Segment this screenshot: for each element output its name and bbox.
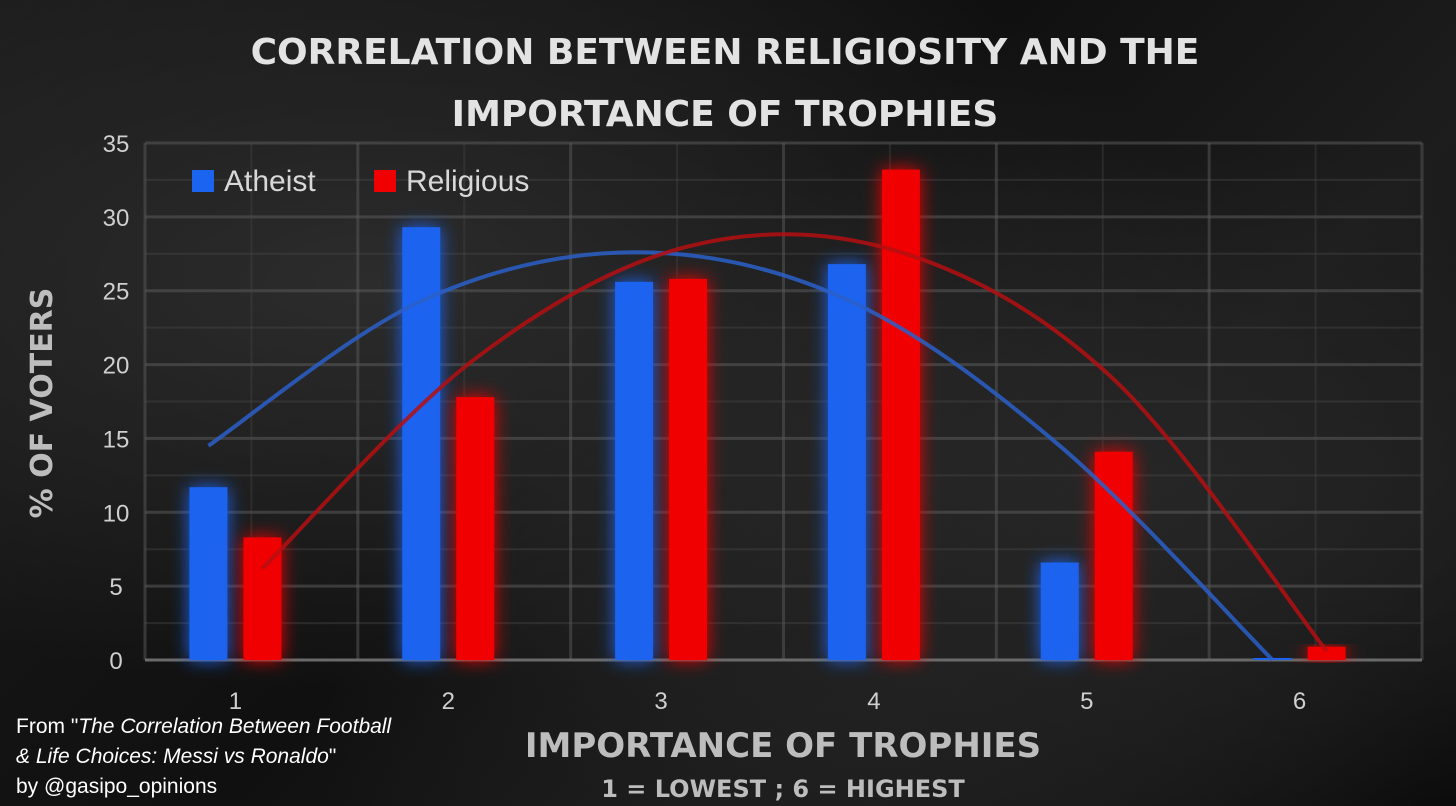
credit-author: by @gasipo_opinions [16,775,218,798]
x-tick-label: 2 [442,688,455,715]
credit-suffix: " [328,745,337,768]
bar-religious-6 [1307,646,1346,660]
x-tick-label: 5 [1080,688,1093,715]
bars [189,169,1346,661]
y-tick-label: 0 [109,648,122,675]
legend: Atheist Religious [192,165,529,198]
bar-religious-4 [881,169,920,661]
x-tick-label: 1 [229,688,242,715]
x-axis-title: IMPORTANCE OF TROPHIES [525,726,1041,766]
y-tick-label: 10 [103,500,130,527]
trendlines [207,232,1329,662]
y-tick-label: 35 [103,131,130,158]
source-credit: From "The Correlation Between Football &… [16,712,456,802]
bar-atheist-5 [1040,562,1079,660]
bar-atheist-1 [189,487,228,660]
legend-swatch-religious [374,170,396,192]
x-tick-label: 6 [1293,688,1306,715]
legend-label-religious: Religious [406,165,529,198]
y-tick-label: 30 [103,205,130,232]
legend-swatch-atheist [192,170,214,192]
x-axis-ticks: 1 2 3 4 5 6 [229,688,1307,715]
bar-atheist-4 [827,264,866,660]
bar-religious-2 [456,397,495,660]
chart-title-line-1: CORRELATION BETWEEN RELIGIOSITY AND THE [251,32,1200,73]
y-tick-label: 20 [103,353,130,380]
x-tick-label: 3 [654,688,667,715]
y-tick-label: 15 [103,426,130,453]
bar-atheist-3 [615,281,654,660]
y-tick-label: 5 [109,574,122,601]
legend-label-atheist: Atheist [224,165,316,198]
x-tick-label: 4 [867,688,880,715]
y-axis-title: % OF VOTERS [25,288,60,519]
credit-prefix: From " [16,715,79,738]
credit-title-part-2: & Life Choices: Messi vs Ronaldo [16,745,329,768]
y-tick-label: 25 [103,279,130,306]
chart-title-line-2: IMPORTANCE OF TROPHIES [452,94,999,135]
trendline-religious [261,232,1329,653]
trendline-atheist [207,250,1274,662]
bar-atheist-2 [402,227,441,660]
x-axis-subtitle: 1 = LOWEST ; 6 = HIGHEST [601,775,965,803]
credit-title-part-1: The Correlation Between Football [78,715,392,738]
grid-lines [143,141,1424,662]
bar-religious-5 [1094,451,1133,660]
y-axis-ticks: 0 5 10 15 20 25 30 35 [103,131,130,675]
bar-religious-3 [669,278,708,660]
